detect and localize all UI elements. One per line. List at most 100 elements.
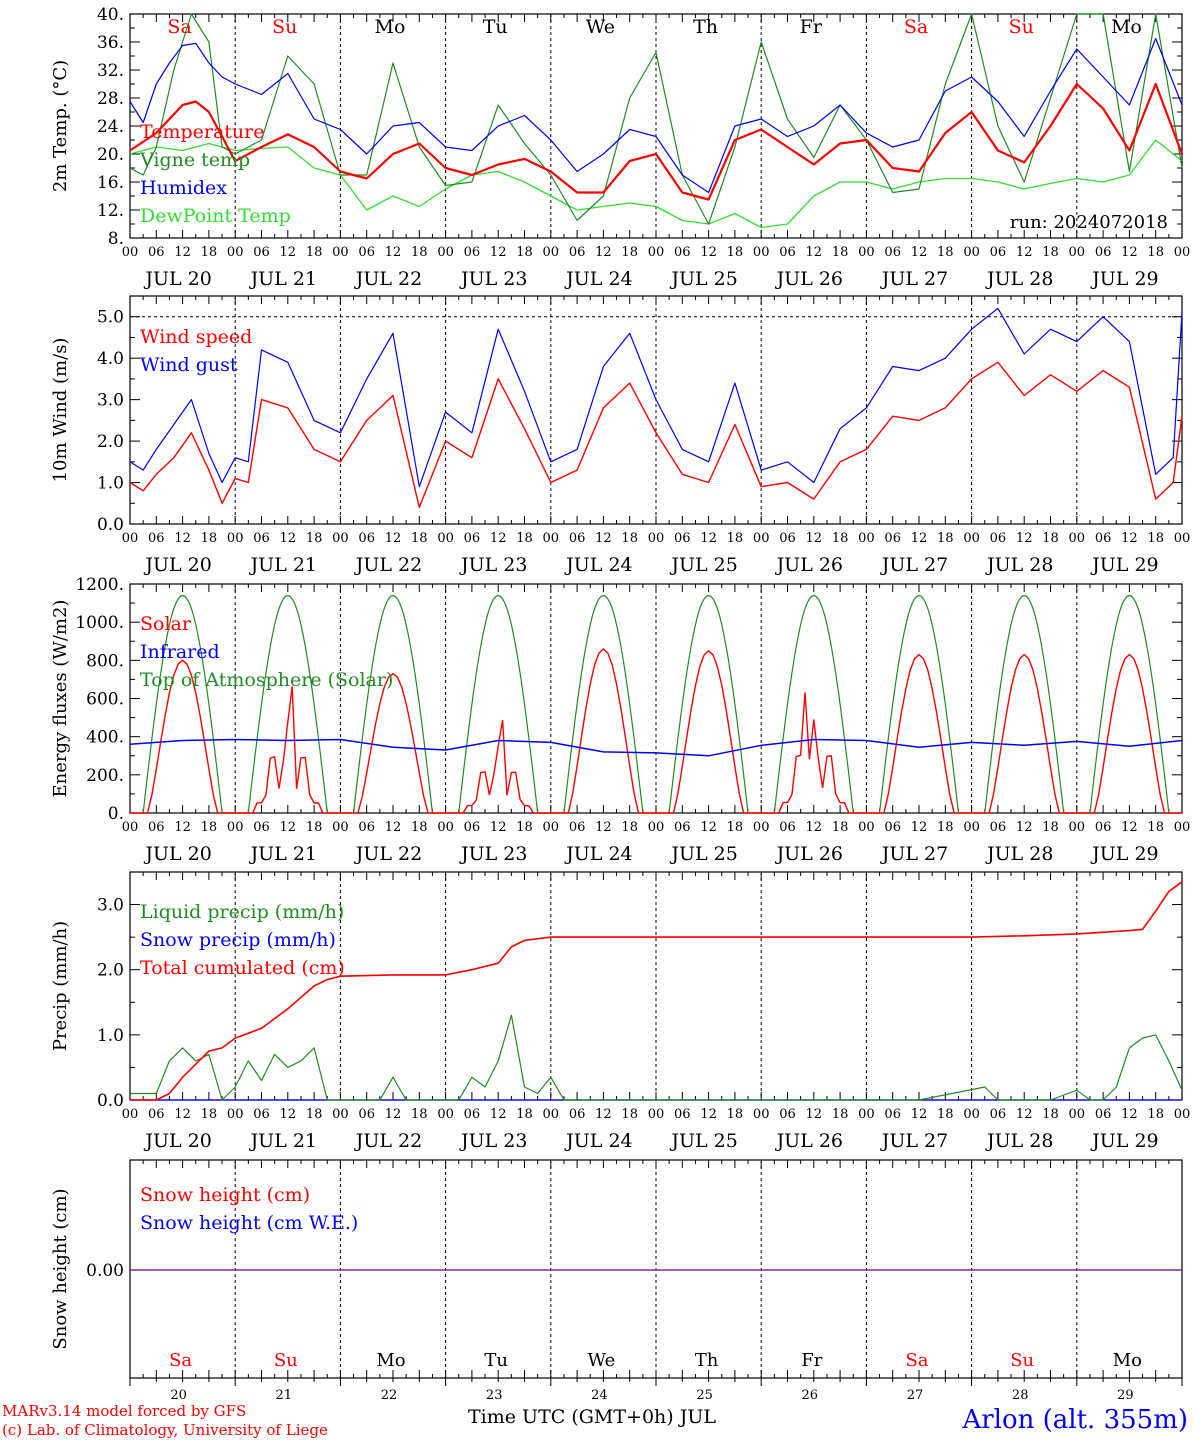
hour-label: 18 <box>937 820 954 835</box>
day-number: 20 <box>170 1388 187 1403</box>
date-label: JUL 29 <box>1090 1130 1158 1152</box>
series-wind-speed <box>129 361 1183 509</box>
hour-label: 00 <box>648 531 665 546</box>
y-tick-label: 12. <box>97 201 124 221</box>
hour-label: 00 <box>543 245 560 260</box>
hour-label: 06 <box>990 245 1007 260</box>
hour-label: 12 <box>280 820 297 835</box>
y-tick-label: 200. <box>86 766 124 786</box>
series-solar-day <box>340 672 446 814</box>
hour-label: 00 <box>963 245 980 260</box>
day-abbr: Mo <box>1111 16 1142 38</box>
hour-label: 18 <box>1147 820 1164 835</box>
legend-entry: Snow precip (mm/h) <box>140 929 336 951</box>
hour-label: 18 <box>516 820 533 835</box>
day-number: 28 <box>1012 1388 1029 1403</box>
y-tick-label: 1.0 <box>97 1026 124 1046</box>
hour-label: 18 <box>621 531 638 546</box>
hour-label: 00 <box>332 245 349 260</box>
day-abbr: We <box>588 1350 616 1371</box>
y-tick-label: 1000. <box>75 613 124 633</box>
hour-label: 12 <box>174 531 191 546</box>
day-abbr: Mo <box>1113 1350 1142 1371</box>
hour-label: 18 <box>832 820 849 835</box>
y-tick-label: 28. <box>97 89 124 109</box>
hour-label: 06 <box>779 531 796 546</box>
hour-label: 00 <box>1069 1107 1086 1122</box>
date-label: JUL 20 <box>143 843 211 865</box>
series-solar-day <box>761 692 867 814</box>
hour-label: 18 <box>306 1107 323 1122</box>
date-label: JUL 22 <box>354 268 422 290</box>
hour-label: 00 <box>122 245 139 260</box>
day-abbr: Su <box>272 16 297 38</box>
legend-entry: Vigne temp <box>139 149 250 171</box>
day-abbr: Sa <box>169 1350 192 1371</box>
day-abbr: Su <box>1009 16 1034 38</box>
hour-label: 12 <box>1121 245 1138 260</box>
hour-label: 06 <box>358 531 375 546</box>
day-abbr: We <box>586 16 615 38</box>
day-abbr: Tu <box>483 16 508 38</box>
hour-label: 06 <box>464 820 481 835</box>
y-tick-label: 20. <box>97 145 124 165</box>
y-tick-label: 5.0 <box>97 308 124 328</box>
date-label: JUL 27 <box>880 843 948 865</box>
hour-label: 18 <box>201 245 218 260</box>
hour-label: 12 <box>174 820 191 835</box>
day-number: 25 <box>696 1388 713 1403</box>
legend-entry: Total cumulated (cm) <box>140 957 345 979</box>
day-number: 23 <box>486 1388 503 1403</box>
legend-entry: Temperature <box>140 121 264 143</box>
hour-label: 12 <box>385 245 402 260</box>
hour-label: 00 <box>753 531 770 546</box>
day-number: 24 <box>591 1388 608 1403</box>
date-label: JUL 28 <box>985 554 1053 576</box>
day-abbr: Fr <box>800 16 823 38</box>
hour-label: 18 <box>832 531 849 546</box>
date-label: JUL 24 <box>564 843 632 865</box>
day-abbr: Sa <box>905 1350 928 1371</box>
hour-label: 06 <box>569 245 586 260</box>
date-label: JUL 20 <box>143 554 211 576</box>
hour-label: 06 <box>253 820 270 835</box>
panel-3: 0. 200. 400. 600. 800. 1000. 1200.Energy fluxe… <box>50 575 1190 865</box>
hour-label: 00 <box>543 531 560 546</box>
day-abbr: Th <box>693 16 718 38</box>
hour-label: 06 <box>569 820 586 835</box>
day-abbr: Mo <box>376 1350 405 1371</box>
date-label: JUL 29 <box>1090 268 1158 290</box>
y-tick-label: 400. <box>86 728 124 748</box>
hour-label: 18 <box>1147 245 1164 260</box>
hour-label: 00 <box>753 245 770 260</box>
legend-entry: Snow height (cm) <box>140 1184 310 1206</box>
date-label: JUL 21 <box>249 843 317 865</box>
x-axis-label: Time UTC (GMT+0h) JUL <box>468 1406 716 1428</box>
series-solar-day <box>130 659 236 814</box>
y-axis-label: Energy fluxes (W/m2) <box>50 600 71 798</box>
hour-label: 00 <box>963 531 980 546</box>
hour-label: 06 <box>358 245 375 260</box>
hour-label: 12 <box>911 820 928 835</box>
date-label: JUL 23 <box>459 268 527 290</box>
date-label: JUL 23 <box>459 843 527 865</box>
y-tick-label: 1200. <box>75 575 124 595</box>
hour-label: 00 <box>227 245 244 260</box>
hour-label: 12 <box>700 531 717 546</box>
day-abbr: Sa <box>167 16 191 38</box>
series-solar-day <box>866 653 972 814</box>
hour-label: 18 <box>937 1107 954 1122</box>
hour-label: 18 <box>411 531 428 546</box>
hour-label: 18 <box>621 820 638 835</box>
hour-label: 00 <box>753 820 770 835</box>
hour-label: 06 <box>464 1107 481 1122</box>
day-abbr: Mo <box>375 16 406 38</box>
hour-label: 00 <box>437 531 454 546</box>
hour-label: 06 <box>674 820 691 835</box>
station-label: Arlon (alt. 355m) <box>961 1405 1188 1435</box>
hour-label: 06 <box>990 1107 1007 1122</box>
hour-label: 06 <box>358 1107 375 1122</box>
hour-label: 18 <box>201 1107 218 1122</box>
date-label: JUL 25 <box>669 1130 737 1152</box>
hour-label: 00 <box>1069 531 1086 546</box>
